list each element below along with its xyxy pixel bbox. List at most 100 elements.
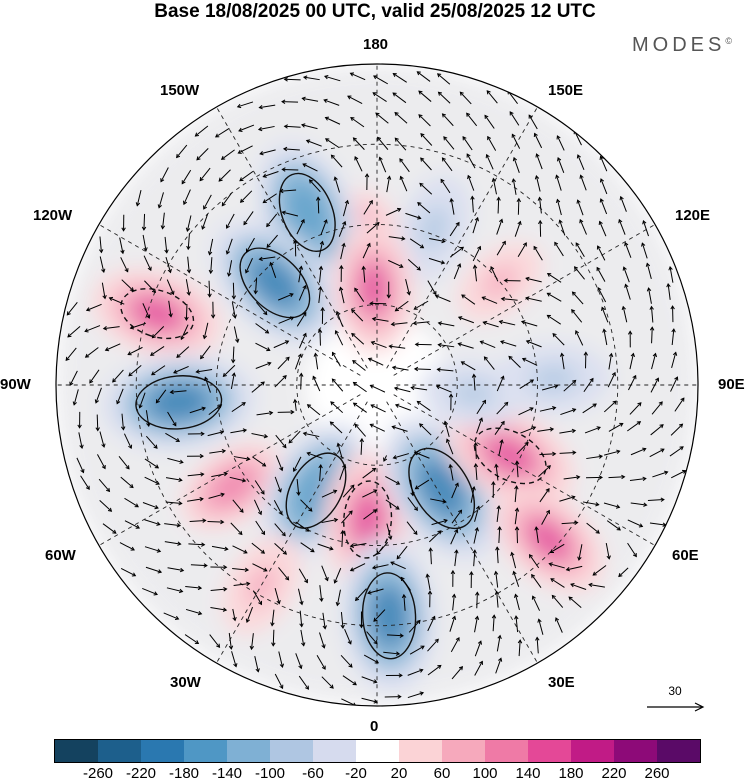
wind-vector <box>582 501 600 507</box>
wind-vector <box>435 385 452 393</box>
wind-vector <box>496 218 504 235</box>
wind-vector <box>608 422 624 432</box>
wind-vector <box>606 520 621 531</box>
wind-vector <box>495 546 500 564</box>
lon-label-90w: 90W <box>0 376 31 393</box>
wind-vector <box>210 587 228 592</box>
wind-vector <box>570 582 587 590</box>
colorbar-swatch <box>356 740 399 762</box>
wind-vector <box>369 301 387 306</box>
wind-vector <box>385 499 400 510</box>
map-border <box>55 63 699 707</box>
wind-vector <box>440 178 451 194</box>
wind-vector <box>437 342 455 348</box>
wind-vector <box>401 593 407 611</box>
wind-vector <box>498 439 504 456</box>
wind-vector <box>394 111 408 124</box>
wind-vector <box>556 156 565 174</box>
wind-vector <box>629 352 636 370</box>
wind-vector <box>84 347 99 358</box>
wind-vector <box>575 242 585 258</box>
wind-vector <box>266 213 278 228</box>
wind-vector <box>413 451 430 459</box>
wind-vector <box>383 651 401 656</box>
wind-vector <box>459 91 472 105</box>
wind-vector <box>425 573 431 591</box>
contour-line <box>343 480 393 559</box>
wind-vector <box>344 628 352 645</box>
colorbar-tick-label: 180 <box>558 765 584 782</box>
wind-vector <box>649 305 654 323</box>
wind-vector <box>253 277 258 295</box>
wind-vector <box>618 218 626 235</box>
wind-vector <box>451 509 463 524</box>
wind-vector <box>363 654 380 664</box>
colorbar-swatch <box>399 740 442 762</box>
wind-vector <box>474 660 483 676</box>
wind-vector <box>189 518 207 523</box>
lon-label-120e: 120E <box>675 207 711 224</box>
wind-vector <box>207 430 225 437</box>
wind-vector <box>274 542 288 555</box>
wind-vector <box>99 500 113 512</box>
contour-line <box>361 572 417 660</box>
wind-vector <box>338 286 345 304</box>
wind-vector <box>207 519 225 525</box>
wind-vector <box>434 294 451 303</box>
wind-vector <box>376 542 389 555</box>
wind-vector <box>362 467 377 479</box>
wind-vector <box>441 113 454 127</box>
wind-vector <box>476 399 486 415</box>
wind-vector <box>475 591 480 609</box>
wind-vector <box>670 305 675 323</box>
wind-vector <box>231 402 246 413</box>
colorbar-tick-label: 100 <box>472 765 498 782</box>
wind-vector <box>278 316 295 324</box>
wind-vector <box>584 426 601 434</box>
wind-vector <box>233 326 240 344</box>
contour-line <box>473 427 547 485</box>
wind-vector <box>362 242 371 259</box>
wind-vector <box>407 497 418 512</box>
wind-vector <box>230 428 248 434</box>
wind-vector <box>474 505 481 522</box>
wind-vector <box>363 509 378 520</box>
wind-vector <box>622 266 630 283</box>
wind-vector <box>528 114 538 130</box>
wind-vector <box>408 619 421 633</box>
wind-vector <box>202 322 209 340</box>
wind-vector <box>503 278 521 283</box>
wind-vector <box>186 256 192 274</box>
wind-vector <box>385 476 401 485</box>
wind-vector <box>340 612 345 629</box>
wind-vector <box>317 543 334 551</box>
wind-vector <box>209 448 227 454</box>
wind-vector <box>539 488 550 503</box>
wind-vector <box>559 428 577 434</box>
wind-vector <box>427 280 437 296</box>
wind-vector <box>256 410 274 416</box>
wind-vector <box>399 175 408 192</box>
wind-vector <box>300 629 306 647</box>
wind-vector <box>341 510 353 524</box>
wind-vector <box>592 565 607 576</box>
wind-vector <box>144 476 160 485</box>
wind-vector <box>586 454 604 460</box>
wind-vector <box>561 520 579 525</box>
wind-vector <box>232 567 250 573</box>
wind-vector <box>186 233 191 251</box>
wind-vector <box>390 321 408 327</box>
wind-vector <box>482 320 499 328</box>
wind-vector <box>185 279 191 296</box>
wind-vector <box>277 409 295 415</box>
wind-vector <box>144 519 161 526</box>
logo-text: MODES <box>632 34 726 56</box>
wind-vector <box>101 282 107 300</box>
map-title: Base 18/08/2025 00 UTC, valid 25/08/2025… <box>154 1 596 22</box>
wind-vector <box>437 91 451 104</box>
wind-vector <box>312 375 321 392</box>
wind-vector <box>436 367 454 372</box>
wind-vector <box>418 114 431 127</box>
lon-label-150e: 150E <box>548 82 584 99</box>
wind-vector <box>405 278 411 296</box>
